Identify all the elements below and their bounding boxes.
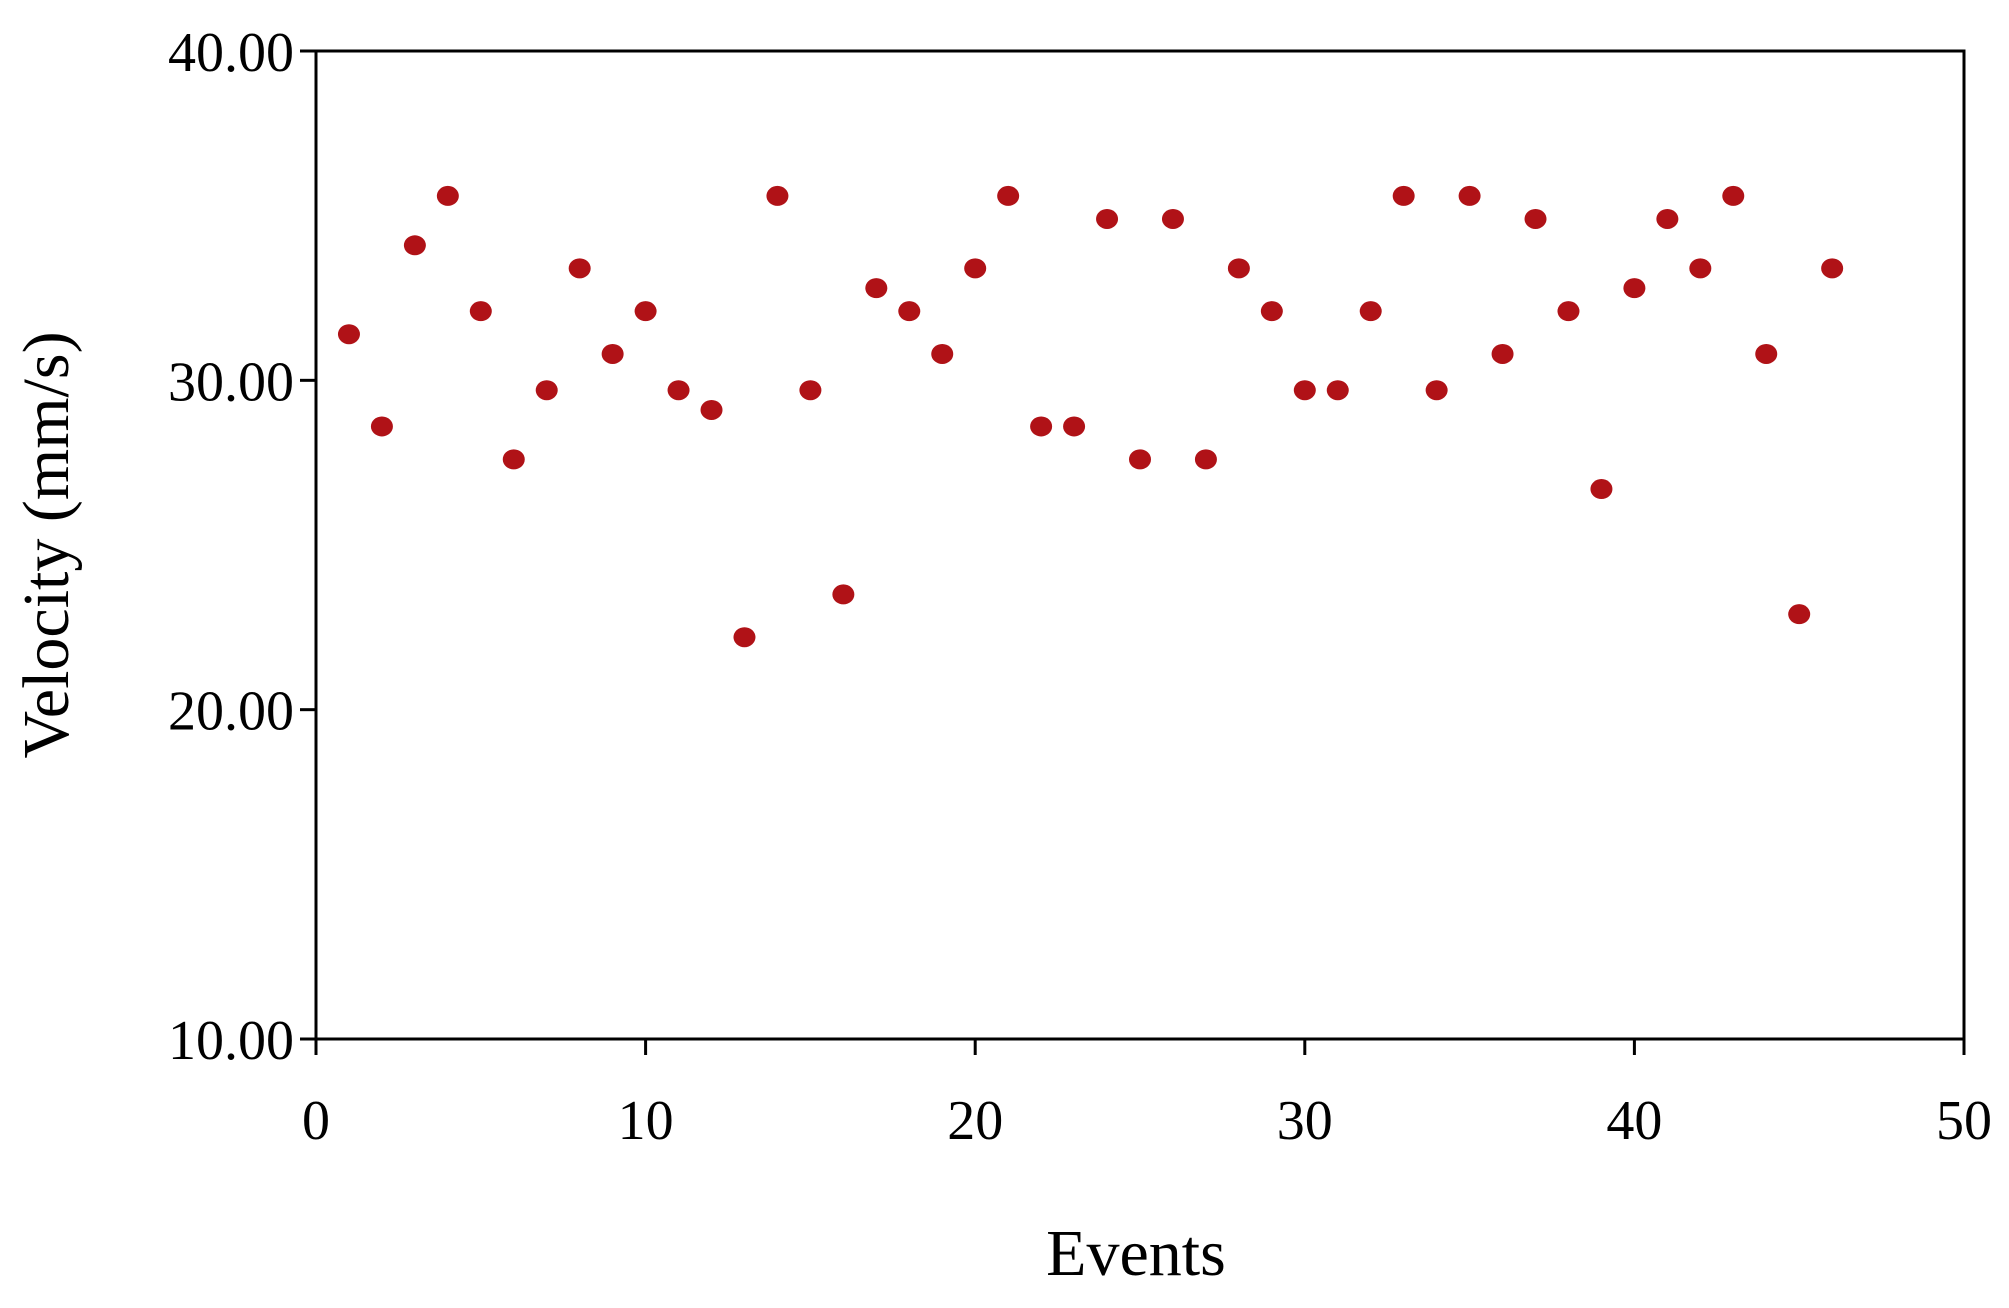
x-tick-label: 50 bbox=[1936, 1090, 1992, 1152]
data-point bbox=[1129, 449, 1151, 470]
y-tick-label: 30.00 bbox=[168, 351, 294, 413]
data-point bbox=[568, 258, 591, 279]
data-point bbox=[832, 584, 855, 605]
x-tick-label: 10 bbox=[618, 1090, 674, 1152]
data-point bbox=[931, 343, 954, 364]
data-point bbox=[1063, 416, 1086, 437]
data-point bbox=[898, 301, 921, 322]
data-point bbox=[337, 324, 360, 345]
x-tick-label: 40 bbox=[1606, 1090, 1662, 1152]
y-tick-label: 10.00 bbox=[168, 1010, 294, 1072]
data-point bbox=[1590, 479, 1613, 500]
data-point bbox=[700, 399, 723, 420]
y-axis-title: Velocity (mm/s) bbox=[10, 331, 83, 758]
data-point bbox=[1656, 208, 1679, 229]
data-point bbox=[1524, 208, 1547, 229]
data-point bbox=[1227, 258, 1250, 279]
data-point bbox=[1821, 258, 1844, 279]
data-point bbox=[1623, 278, 1646, 299]
data-point bbox=[766, 185, 789, 206]
x-tick-label: 30 bbox=[1277, 1090, 1333, 1152]
data-point bbox=[403, 235, 426, 256]
data-point bbox=[1359, 301, 1382, 322]
data-point bbox=[535, 380, 558, 401]
data-point bbox=[997, 185, 1020, 206]
data-point bbox=[502, 449, 525, 470]
data-point bbox=[1260, 301, 1283, 322]
data-point bbox=[964, 258, 987, 279]
data-point bbox=[601, 343, 624, 364]
data-points bbox=[337, 185, 1844, 648]
data-point bbox=[667, 380, 690, 401]
data-point bbox=[1722, 185, 1745, 206]
data-point bbox=[1425, 380, 1448, 401]
data-point bbox=[1096, 208, 1119, 229]
data-point bbox=[1458, 185, 1481, 206]
data-point bbox=[1491, 343, 1514, 364]
data-point bbox=[1030, 416, 1053, 437]
data-point bbox=[1689, 258, 1712, 279]
y-tick-label: 20.00 bbox=[168, 681, 294, 743]
y-tick-label: 40.00 bbox=[168, 22, 294, 84]
data-point bbox=[469, 301, 492, 322]
x-tick-label: 0 bbox=[302, 1090, 330, 1152]
data-point bbox=[1194, 449, 1217, 470]
data-point bbox=[1557, 301, 1580, 322]
data-point bbox=[1161, 208, 1184, 229]
plot-area bbox=[314, 49, 1966, 1041]
data-point bbox=[436, 185, 459, 206]
data-point bbox=[733, 627, 756, 648]
data-point bbox=[1788, 604, 1811, 625]
data-point bbox=[1293, 380, 1316, 401]
x-axis-ticks: 0 10 20 30 40 50 bbox=[302, 1039, 1992, 1152]
data-point bbox=[865, 278, 888, 299]
data-point bbox=[370, 416, 393, 437]
x-tick-label: 20 bbox=[947, 1090, 1003, 1152]
data-point bbox=[1755, 343, 1778, 364]
y-axis-ticks: 10.00 20.00 30.00 40.00 bbox=[168, 22, 316, 1072]
x-axis-title: Events bbox=[1046, 1217, 1226, 1290]
data-point bbox=[1392, 185, 1415, 206]
data-point bbox=[634, 301, 657, 322]
data-point bbox=[799, 380, 822, 401]
data-point bbox=[1326, 380, 1349, 401]
